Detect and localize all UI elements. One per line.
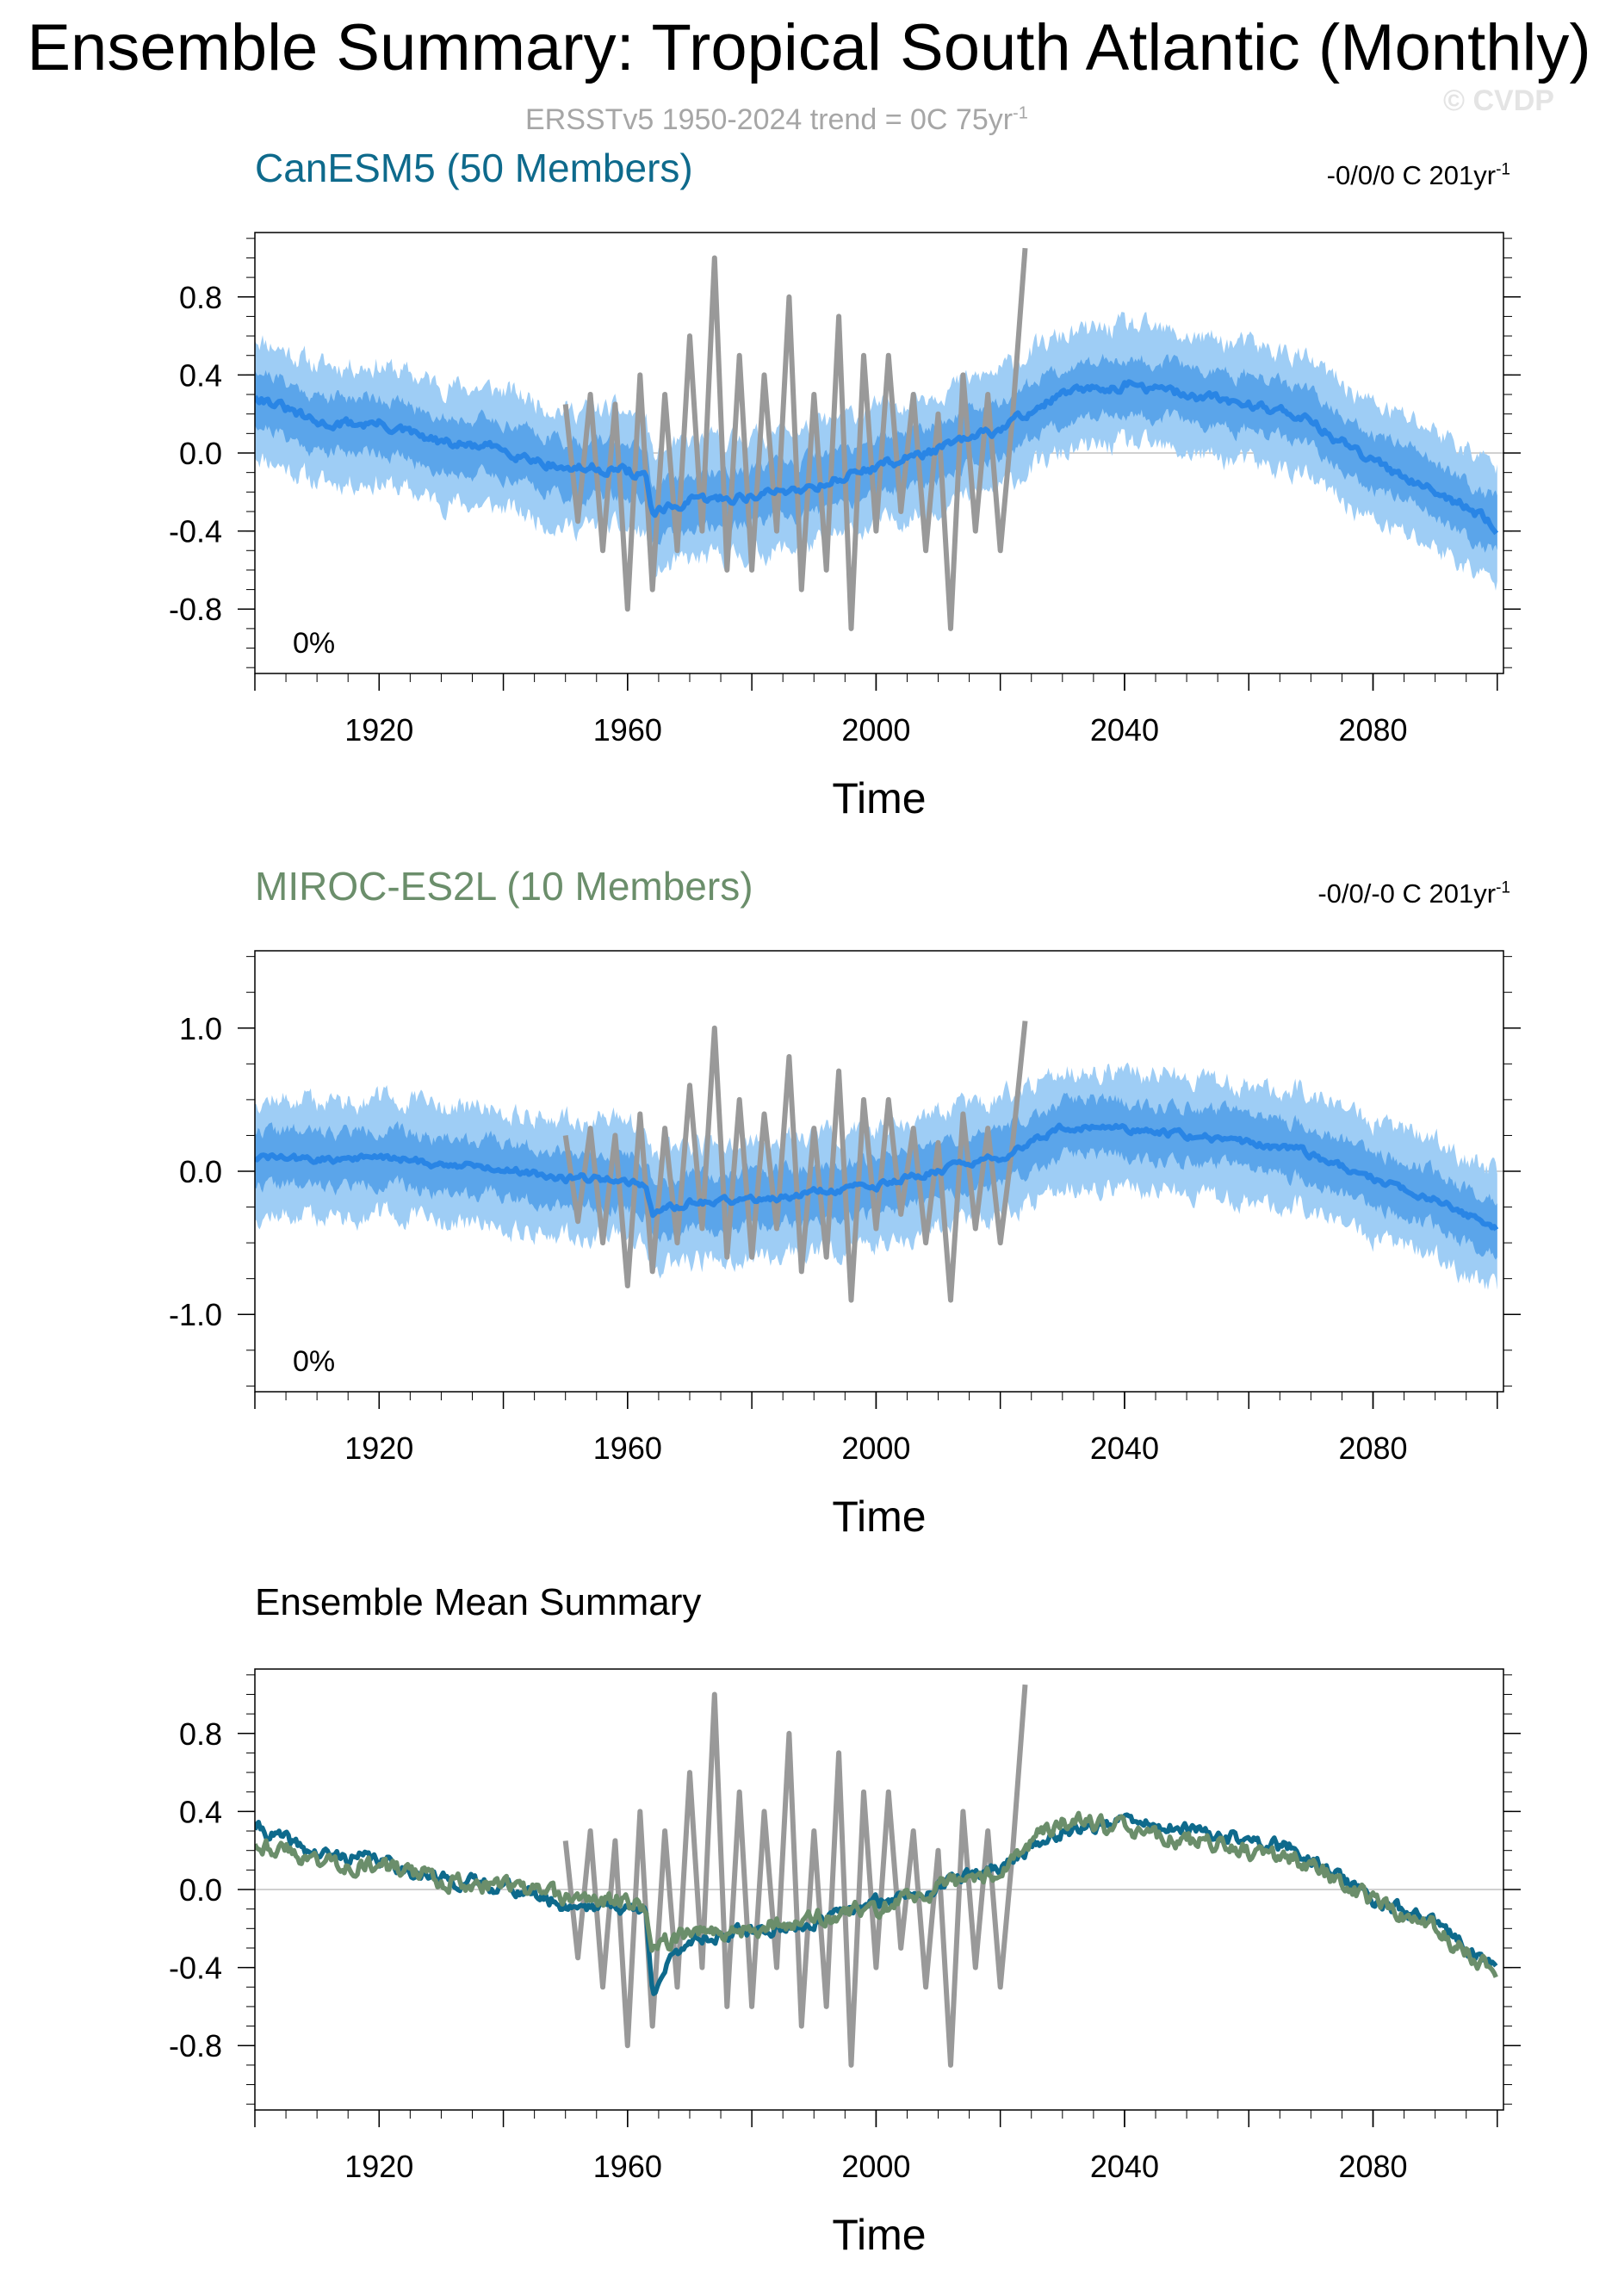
- percent-label: 0%: [293, 627, 335, 660]
- miroc-chart: 0% 1.0 0.0 -1.0 1920 1960 2000 2040 2080 Time: [169, 950, 1521, 1541]
- y-tick-label: 0.0: [179, 1154, 222, 1189]
- x-tick-label: 2040: [1090, 2149, 1159, 2184]
- x-axis: 1920 1960 2000 2040 2080: [254, 673, 1498, 748]
- observations-line: [562, 1021, 1028, 1303]
- x-axis: 1920 1960 2000 2040 2080: [254, 1392, 1498, 1466]
- x-tick-label: 2080: [1338, 712, 1407, 748]
- x-axis-title: Time: [832, 1492, 926, 1541]
- x-tick-label: 2080: [1338, 1430, 1407, 1466]
- x-tick-label: 1960: [593, 2149, 662, 2184]
- plot-area: [255, 1684, 1498, 2068]
- y-tick-label: 0.4: [179, 1794, 222, 1829]
- x-tick-label: 2040: [1090, 1430, 1159, 1466]
- cvdp-watermark: © CVDP: [1443, 84, 1554, 117]
- x-tick-label: 1960: [593, 712, 662, 748]
- miroc-mean-line: [255, 1810, 1498, 1978]
- y-axis: 0.8 0.4 0.0 -0.4 -0.8: [169, 238, 1521, 668]
- x-tick-label: 1920: [344, 2149, 413, 2184]
- miroc-stat-exponent: -1: [1496, 878, 1510, 897]
- subtitle-exponent: -1: [1013, 103, 1028, 123]
- x-tick-label: 1920: [344, 1430, 413, 1466]
- canesm5-stat-exponent: -1: [1496, 160, 1510, 179]
- summary-panel-title: Ensemble Mean Summary: [255, 1581, 702, 1623]
- x-tick-label: 2000: [841, 2149, 910, 2184]
- y-tick-label: 1.0: [179, 1011, 222, 1046]
- y-tick-label: 0.0: [179, 436, 222, 471]
- miroc-panel-title: MIROC-ES2L (10 Members): [255, 864, 753, 909]
- y-tick-label: -0.8: [169, 2028, 222, 2063]
- percent-label: 0%: [293, 1345, 335, 1378]
- x-axis: 1920 1960 2000 2040 2080: [254, 2110, 1498, 2184]
- x-tick-label: 2080: [1338, 2149, 1407, 2184]
- y-axis: 1.0 0.0 -1.0: [169, 956, 1521, 1387]
- ensemble-mean-line: [255, 1122, 1499, 1232]
- x-axis-title: Time: [832, 774, 926, 822]
- y-tick-label: -0.4: [169, 514, 222, 549]
- plot-area: [255, 247, 1499, 631]
- ensemble-mean-line: [255, 379, 1499, 536]
- y-tick-label: 0.0: [179, 1872, 222, 1908]
- x-tick-label: 2040: [1090, 712, 1159, 748]
- miroc-trend-stat: -0/0/-0 C 201yr-1: [1317, 878, 1510, 909]
- x-tick-label: 2000: [841, 712, 910, 748]
- y-tick-label: 0.8: [179, 280, 222, 315]
- y-tick-label: -0.4: [169, 1951, 222, 1986]
- y-tick-label: -1.0: [169, 1297, 222, 1332]
- summary-chart: 0.8 0.4 0.0 -0.4 -0.8 1920 1960 2000 2040 2080 Tim…: [169, 1668, 1521, 2259]
- x-axis-title: Time: [832, 2211, 926, 2259]
- page-title: Ensemble Summary: Tropical South Atlanti…: [27, 11, 1591, 84]
- y-tick-label: 0.4: [179, 357, 222, 393]
- canesm5-panel-title: CanESM5 (50 Members): [255, 146, 693, 190]
- y-tick-label: -0.8: [169, 592, 222, 627]
- canesm5-stat-text: -0/0/0 C 201yr: [1326, 160, 1497, 190]
- ensemble-inner-range: [255, 1092, 1497, 1260]
- x-tick-label: 1920: [344, 712, 413, 748]
- ensemble-inner-range: [255, 353, 1497, 553]
- subtitle-text: ERSSTv5 1950-2024 trend = 0C 75yr: [525, 103, 1014, 136]
- miroc-stat-text: -0/0/-0 C 201yr: [1317, 878, 1497, 909]
- canesm5-trend-stat: -0/0/0 C 201yr-1: [1327, 160, 1510, 191]
- y-axis: 0.8 0.4 0.0 -0.4 -0.8: [169, 1674, 1521, 2105]
- canesm5-chart: 0% 0.8 0.4 0.0 -0.4 -0.8 1920 1960 2000 2040 2080 T…: [169, 232, 1521, 822]
- observations-trend-subtitle: ERSSTv5 1950-2024 trend = 0C 75yr-1: [525, 103, 1028, 137]
- observations-line: [562, 247, 1028, 631]
- x-tick-label: 2000: [841, 1430, 910, 1466]
- y-tick-label: 0.8: [179, 1716, 222, 1752]
- plot-area: [255, 1021, 1499, 1303]
- observations-line: [562, 1684, 1028, 2068]
- x-tick-label: 1960: [593, 1430, 662, 1466]
